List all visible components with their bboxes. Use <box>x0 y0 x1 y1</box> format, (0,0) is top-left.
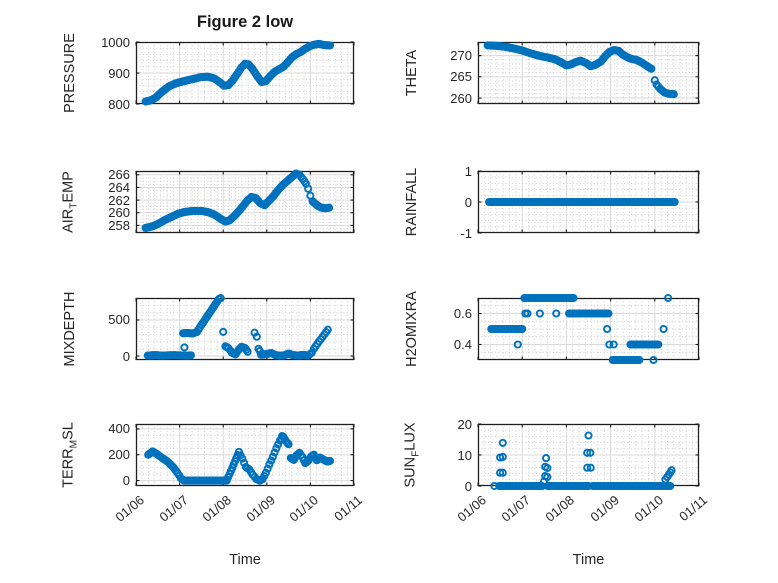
y-tick-label: 0 <box>464 194 472 210</box>
plot-svg <box>135 293 355 361</box>
data-points <box>141 169 334 232</box>
minor-grid <box>478 298 699 360</box>
y-tick-label: 500 <box>108 312 130 328</box>
data-points <box>144 431 335 485</box>
subplot-h2omixra: 0.4 0.6 H2OMIXRA <box>404 291 700 367</box>
data-points <box>487 293 673 365</box>
subplot-mixdepth: 0 500 MIXDEPTH <box>62 292 355 366</box>
plot-svg <box>477 423 700 491</box>
data-points <box>483 41 678 99</box>
axes-box <box>135 297 355 361</box>
y-axis-label: RAINFALL <box>404 167 420 237</box>
axes-box <box>477 297 700 361</box>
y-tick-label: 0 <box>122 473 130 489</box>
subplot-air-temp: 258 260 262 264 266 AIRTEMP <box>61 168 355 234</box>
y-tick-label: 900 <box>108 65 130 81</box>
y-tick-label: 0 <box>464 478 472 494</box>
plot-svg <box>135 39 355 106</box>
y-tick-label: 400 <box>108 421 130 437</box>
y-tick-label: 264 <box>108 179 130 195</box>
minor-grid <box>136 298 354 360</box>
y-tick-label: 0 <box>122 348 130 364</box>
tick-marks <box>135 424 355 486</box>
y-tick-label: 0.4 <box>453 337 472 352</box>
y-axis-label: H2OMIXRA <box>404 291 420 367</box>
data-points <box>490 431 676 491</box>
data-points <box>141 39 335 106</box>
plot-svg <box>135 423 355 487</box>
y-tick-label: -1 <box>460 225 472 241</box>
y-tick-label: 260 <box>108 205 130 221</box>
figure-title: Figure 2 low <box>196 13 294 31</box>
data-points <box>143 293 332 360</box>
y-axis-label: MIXDEPTH <box>62 291 78 367</box>
y-tick-label: 270 <box>450 48 472 64</box>
axes-box <box>477 41 700 105</box>
subplot-pressure: 800 900 1000 PRESSURE <box>62 33 355 113</box>
y-tick-label: 1 <box>464 163 472 179</box>
plot-svg <box>477 293 700 365</box>
major-grid <box>136 42 354 104</box>
y-tick-label: 1000 <box>101 34 130 50</box>
data-points <box>485 197 679 207</box>
y-tick-label: 20 <box>457 416 472 432</box>
plot-svg <box>477 41 700 105</box>
y-axis-label: PRESSURE <box>62 33 78 113</box>
subplot-theta: 260 265 270 THETA <box>404 41 700 105</box>
y-tick-label: 262 <box>108 192 130 208</box>
subplot-sun-flux: 0 10 20 SUNFLUX 01/06 01/07 01/08 01/09 01/10 01/… <box>403 418 710 525</box>
y-tick-label: 265 <box>450 69 472 85</box>
y-tick-label: 266 <box>108 167 130 183</box>
y-axis-label: SUNFLUX <box>402 422 422 488</box>
plot-svg <box>135 169 355 234</box>
x-axis-label-left: Time <box>229 552 261 568</box>
y-axis-label: AIRTEMP <box>60 171 80 233</box>
axes-box <box>135 170 355 234</box>
y-tick-label: 258 <box>108 217 130 233</box>
tick-marks <box>477 42 700 104</box>
x-axis-label-right: Time <box>572 552 605 568</box>
subplot-terr-msl: 0 200 400 TERRMSL 01/06 01/07 01/08 01/09 01/10 0… <box>61 422 365 524</box>
tick-marks <box>135 171 355 233</box>
subplot-rainfall: -1 0 1 RAINFALL <box>404 165 700 240</box>
y-axis-label: THETA <box>404 49 420 97</box>
y-tick-label: 800 <box>108 96 130 112</box>
plot-svg <box>477 170 700 234</box>
y-tick-label: 260 <box>450 90 472 106</box>
y-tick-label: 10 <box>457 447 472 463</box>
y-tick-label: 0.6 <box>453 306 472 321</box>
tick-marks <box>477 170 700 234</box>
y-axis-label: TERRMSL <box>60 422 80 488</box>
y-tick-label: 200 <box>108 447 130 463</box>
